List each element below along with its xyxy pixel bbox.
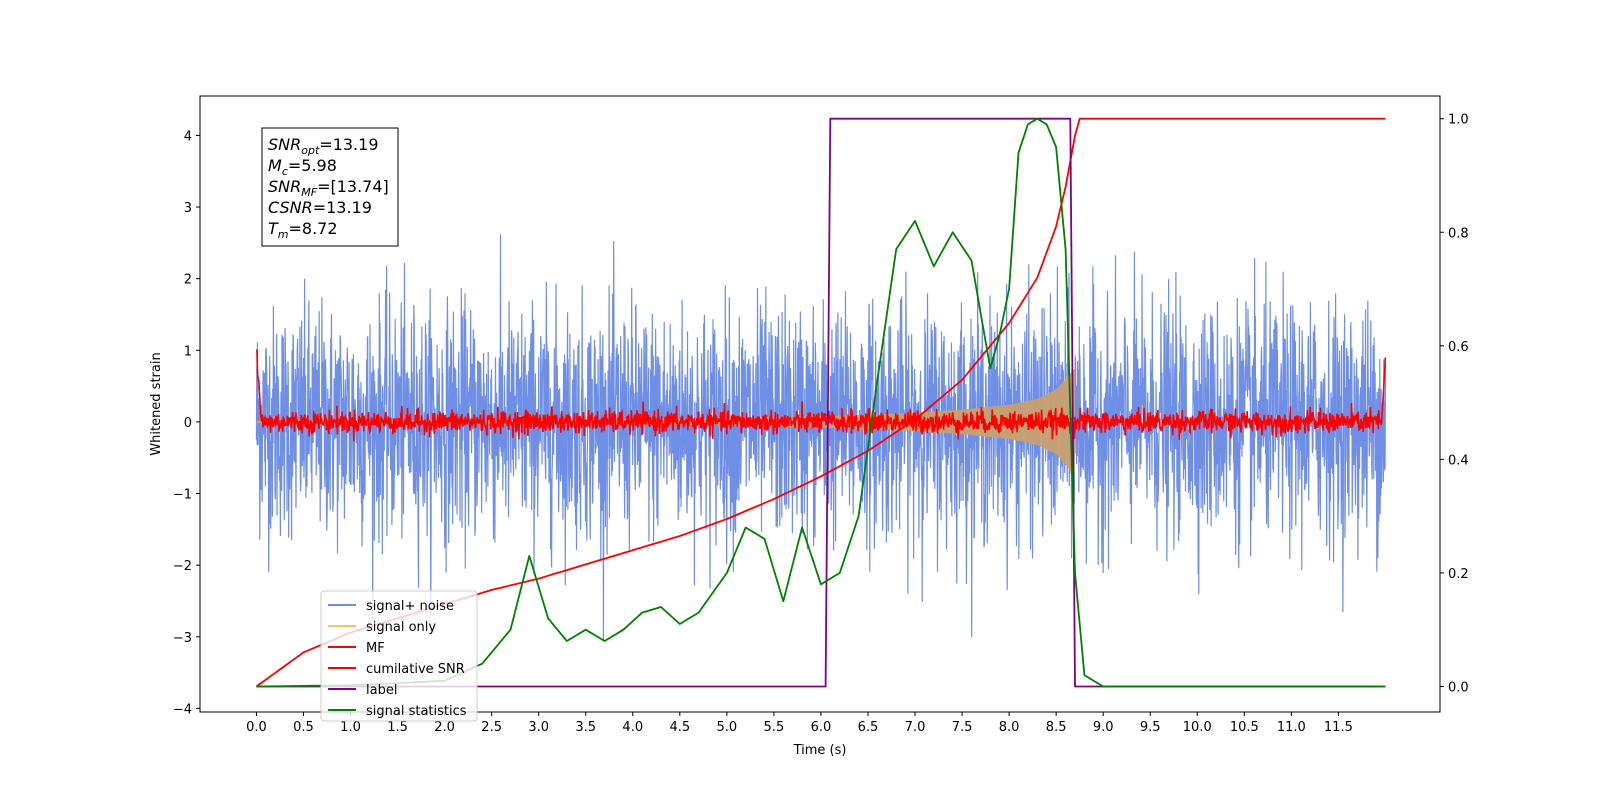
x-tick-label: 6.5 (858, 720, 879, 735)
annotation-line: SNRopt=13.19 (268, 135, 379, 157)
legend-entry: MF (366, 641, 385, 656)
legend-box (320, 590, 478, 722)
x-tick-label: 5.5 (764, 720, 785, 735)
x-tick-label: 6.0 (811, 720, 832, 735)
x-tick-label: 9.5 (1140, 720, 1161, 735)
y-right-tick-label: 0.2 (1448, 567, 1469, 582)
y-tick-label: −2 (173, 559, 192, 574)
annotation-symbol: CSNR (268, 198, 313, 217)
x-tick-label: 10.0 (1183, 720, 1212, 735)
y-tick-label: −3 (173, 631, 192, 646)
legend-entry: signal statistics (366, 704, 467, 719)
x-tick-label: 4.5 (669, 720, 690, 735)
x-tick-label: 8.5 (1046, 720, 1067, 735)
y-right-tick-label: 1.0 (1448, 113, 1469, 128)
x-tick-label: 0.0 (246, 720, 267, 735)
legend-entry: label (366, 683, 397, 698)
stats-annotation: SNRopt=13.19Mc=5.98SNRMF=[13.74]CSNR=13.… (261, 127, 399, 247)
y-tick-label: −4 (173, 702, 192, 717)
annotation-value: =[13.74] (317, 177, 389, 196)
x-tick-label: 4.0 (622, 720, 643, 735)
y-axis-label: Whitened strain (149, 352, 164, 455)
y-right-tick-label: 0.4 (1448, 453, 1469, 468)
y-tick-label: −1 (173, 488, 192, 503)
y-tick-label: 0 (184, 416, 192, 431)
x-axis-label: Time (s) (793, 743, 847, 758)
axes-ticks: 0.0 0.5 1.0 1.5 2.0 2.5 3.0 3.5 4.0 4.5 5.0 5.5 6.0 6… (173, 113, 1469, 735)
series-mf-line (255, 349, 1387, 442)
legend: signal+ noise signal only MF cumilative SNR… (320, 590, 478, 722)
annotation-box (261, 127, 399, 247)
series-signal-statistics-line (256, 117, 1386, 688)
x-tick-label: 8.0 (999, 720, 1020, 735)
annotation-symbol: M (268, 156, 282, 175)
x-tick-label: 1.0 (340, 720, 361, 735)
y-tick-label: 2 (184, 273, 192, 288)
y-right-tick-label: 0.0 (1448, 680, 1469, 695)
y-tick-label: 1 (184, 344, 192, 359)
annotation-line: SNRMF=[13.74] (268, 177, 389, 199)
x-tick-label: 11.0 (1277, 720, 1306, 735)
x-tick-label: 9.0 (1093, 720, 1114, 735)
x-tick-label: 1.5 (387, 720, 408, 735)
legend-entry: cumilative SNR (366, 662, 465, 677)
annotation-symbol: SNR (268, 135, 301, 154)
annotation-symbol: T (268, 219, 279, 238)
annotation-value: =13.19 (319, 135, 378, 154)
annotation-line: Tm=8.72 (268, 219, 338, 241)
series-signal-noise-line (255, 234, 1386, 641)
annotation-line: Mc=5.98 (268, 156, 337, 178)
annotation-value: =8.72 (289, 219, 338, 238)
annotation-value: =13.19 (313, 198, 372, 217)
legend-entry: signal+ noise (366, 599, 454, 614)
x-tick-label: 2.0 (434, 720, 455, 735)
x-tick-label: 3.5 (575, 720, 596, 735)
annotation-value: =5.98 (288, 156, 337, 175)
annotation-subscript: opt (301, 144, 320, 157)
y-tick-label: 3 (184, 201, 192, 216)
annotation-subscript: MF (301, 186, 317, 199)
x-tick-label: 0.5 (293, 720, 314, 735)
annotation-symbol: SNR (268, 177, 301, 196)
y-tick-label: 4 (184, 129, 192, 144)
x-tick-label: 10.5 (1230, 720, 1259, 735)
legend-entry: signal only (366, 620, 436, 635)
x-tick-label: 7.0 (905, 720, 926, 735)
annotation-line: CSNR=13.19 (268, 198, 372, 217)
x-tick-label: 7.5 (952, 720, 973, 735)
x-tick-label: 5.0 (717, 720, 738, 735)
x-tick-label: 2.5 (481, 720, 502, 735)
y-right-tick-label: 0.6 (1448, 340, 1469, 355)
annotation-subscript: m (278, 228, 289, 241)
annotation-subscript: c (282, 165, 288, 178)
plot-frame (199, 95, 1441, 713)
y-right-tick-label: 0.8 (1448, 226, 1469, 241)
x-tick-label: 3.0 (528, 720, 549, 735)
x-tick-label: 11.5 (1324, 720, 1353, 735)
